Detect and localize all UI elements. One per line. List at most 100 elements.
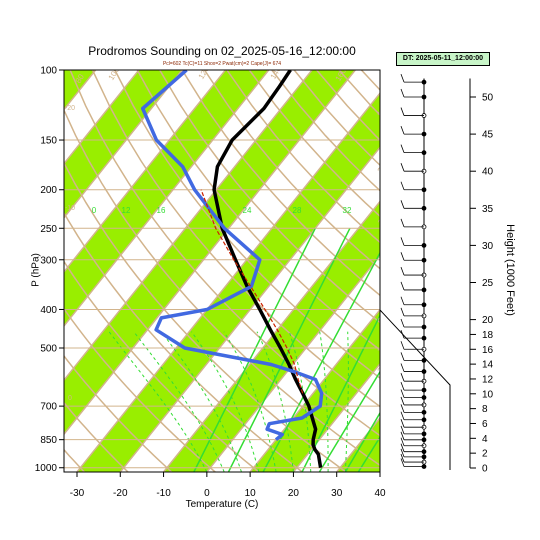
mixing-ratio-line <box>262 251 380 472</box>
wind-barb-feather <box>400 74 405 83</box>
wind-barb-feather <box>400 443 405 452</box>
chart-title: Prodromos Sounding on 02_2025-05-16_12:0… <box>88 44 356 58</box>
wind-barb-feather <box>400 163 405 172</box>
dry-adiabat <box>69 70 380 437</box>
wind-barb-feather <box>400 448 405 458</box>
isotherm-right-label: 0 <box>378 270 389 282</box>
height-tick-label: 35 <box>482 204 494 215</box>
x-tick-label: 30 <box>331 488 343 499</box>
dry-adiabat <box>136 70 380 351</box>
isotherm-line <box>292 362 380 472</box>
wind-barb-feather <box>400 107 405 116</box>
x-tick-label: 40 <box>374 488 386 499</box>
dry-adiabat <box>64 260 260 472</box>
y-tick-label: 700 <box>40 402 57 413</box>
wind-barb-feather <box>400 396 405 406</box>
moist-adiabat <box>133 331 225 472</box>
isotherm-right-label: 30 <box>376 362 392 378</box>
dry-adiabat <box>64 354 173 472</box>
wind-barb-feather <box>400 144 405 153</box>
wind-barb-feather <box>400 352 405 361</box>
wind-barb-feather <box>400 266 405 276</box>
mixing-ratio-label: 24 <box>243 206 252 215</box>
isotherm-right-label: 20 <box>376 162 392 178</box>
wind-barb-feather <box>400 200 405 209</box>
datetime-badge: DT: 2025-05-11_12:00:00 <box>396 52 490 66</box>
y-tick-label: 200 <box>40 185 57 196</box>
dewpoint-line <box>140 70 324 442</box>
mixing-ratio-line <box>193 227 316 472</box>
wind-barb-feather <box>400 341 405 350</box>
wind-barb-feather <box>400 307 405 317</box>
wind-barb-feather <box>400 252 405 261</box>
y-tick-label: 250 <box>40 224 57 235</box>
height-tick-label: 14 <box>482 360 494 371</box>
isotherm-line <box>162 200 380 472</box>
height-tick-label: 18 <box>482 330 494 341</box>
dry-adiabat <box>451 70 540 472</box>
x-tick-label: -10 <box>156 488 171 499</box>
dry-adiabat <box>64 108 380 467</box>
height-tick-label: 0 <box>482 464 488 475</box>
dry-adiabat <box>384 70 540 472</box>
height-tick-label: 2 <box>482 449 488 460</box>
wind-barb-feather <box>400 125 405 135</box>
isotherm-label: -10 <box>65 205 75 212</box>
isobar-lines <box>64 70 380 469</box>
isotherm-line <box>64 70 270 328</box>
chart-subtitle: Pcl=602 Tc(C)=11 Shox=2 Pwat(cm)=2 Cape(… <box>162 61 282 67</box>
dry-adiabat <box>64 161 347 472</box>
mixing-ratio-label: 16 <box>157 206 166 215</box>
isotherm-lines <box>64 70 380 472</box>
dry-adiabat <box>114 70 380 379</box>
x-tick-label: 10 <box>245 488 257 499</box>
isotherm-line <box>249 308 380 472</box>
mixing-ratio-line <box>344 411 380 472</box>
right-panel-outline <box>379 282 451 470</box>
wind-barb-feather <box>400 318 405 328</box>
mixing-ratio-line <box>227 227 351 472</box>
wind-barb-feather <box>400 453 405 463</box>
mixing-ratio-label: 28 <box>293 206 302 215</box>
wind-barb-feather <box>400 437 405 446</box>
wind-barb-feather <box>400 431 405 440</box>
mixing-ratio-label: 32 <box>343 206 352 215</box>
parcel-line <box>200 189 304 394</box>
dry-adiabat <box>64 307 216 472</box>
mixing-ratio-lines <box>193 227 380 472</box>
dry-adiabat-label: 140 <box>269 64 284 81</box>
wind-barb-feather <box>400 281 405 291</box>
x-tick-label: -20 <box>113 488 128 499</box>
isotherm-line <box>76 92 380 472</box>
wind-barb-feather <box>400 404 405 413</box>
y-tick-label: 150 <box>40 136 57 147</box>
y-tick-label: 1000 <box>35 463 58 474</box>
y-axis-label: P (hPa) <box>30 253 42 287</box>
height-tick-label: 25 <box>482 278 494 289</box>
height-tick-label: 30 <box>482 241 494 252</box>
isotherm-line <box>119 146 380 472</box>
wind-barb-feather <box>400 296 405 305</box>
y-axis: 100 150 200 250 300 400 500 700 850 1000 <box>35 66 64 474</box>
height-tick-label: 20 <box>482 315 494 326</box>
dry-adiabat <box>91 70 380 408</box>
x-tick-label: -30 <box>70 488 85 499</box>
mixing-ratio-label: 0 <box>92 206 97 215</box>
wind-barb-feather <box>400 237 405 246</box>
height-tick-label: 4 <box>482 434 488 445</box>
dry-adiabat-lines <box>64 70 540 472</box>
wind-barb-feather <box>400 181 405 190</box>
height-tick-label: 16 <box>482 345 494 356</box>
dry-adiabat <box>226 70 380 244</box>
isotherm-right-label: 10 <box>376 312 392 328</box>
mixing-ratio-line <box>301 313 380 472</box>
y-tick-label: 100 <box>40 66 57 77</box>
isotherm-right-label: 20 <box>376 342 392 358</box>
height-tick-label: 40 <box>482 167 494 178</box>
height-tick-label: 50 <box>482 93 494 104</box>
dry-adiabat-label: 100 <box>107 65 122 82</box>
height-tick-label: 10 <box>482 389 494 400</box>
wind-barb-feather <box>400 381 405 391</box>
mixing-ratio-line <box>318 370 380 472</box>
